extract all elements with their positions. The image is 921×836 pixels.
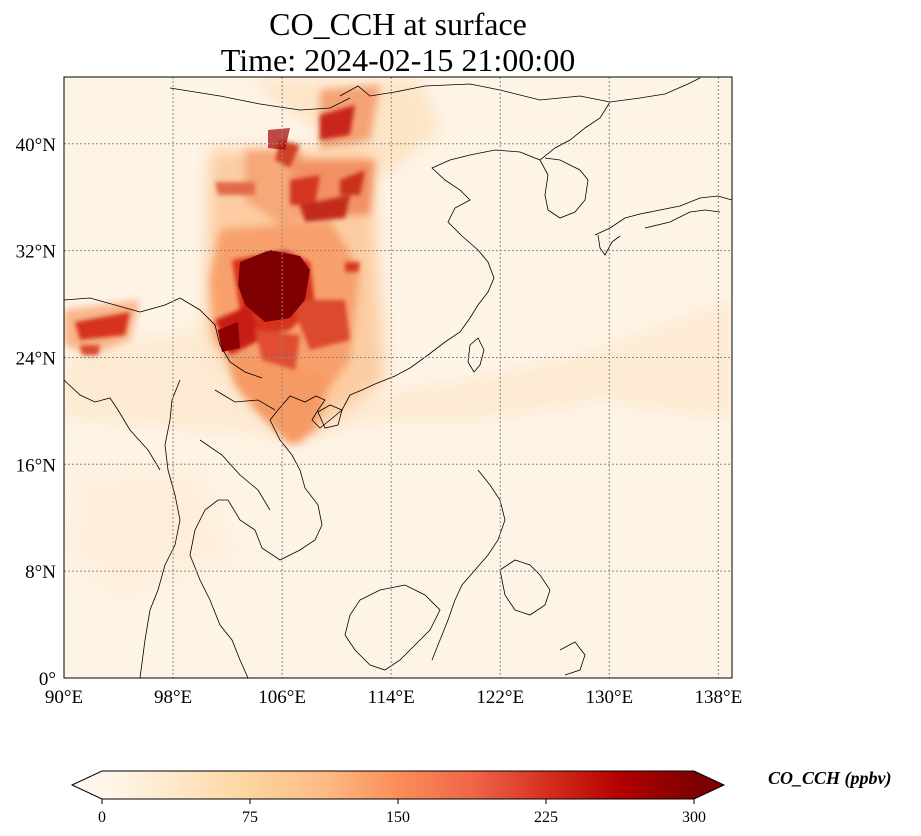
coastlines <box>64 77 732 678</box>
colorbar: 0 75 150 225 300 <box>70 770 726 826</box>
colorbar-tick-label: 0 <box>98 809 106 826</box>
map-frame <box>63 76 733 679</box>
lat-tick-label: 8°N <box>25 562 56 583</box>
colorbar-label: CO_CCH (ppbv) <box>768 768 892 788</box>
lat-tick-label: 16°N <box>16 455 57 476</box>
lon-tick-label: 90°E <box>45 687 83 708</box>
lat-tick-label: 40°N <box>16 135 57 156</box>
lon-tick-labels: 90°E 98°E 106°E 114°E 122°E 130°E 138°E <box>45 687 742 708</box>
colorbar-tick-label: 300 <box>682 809 706 826</box>
lon-tick-label: 98°E <box>154 687 192 708</box>
colorbar-gradient <box>102 771 694 799</box>
lon-tick-label: 114°E <box>368 687 415 708</box>
concentration-field <box>64 80 732 600</box>
lon-tick-label: 106°E <box>258 687 306 708</box>
colorbar-tick-label: 150 <box>386 809 410 826</box>
lon-tick-label: 122°E <box>476 687 524 708</box>
colorbar-extend-max <box>694 771 724 799</box>
plume-peak <box>218 128 310 352</box>
colorbar-tick-label: 75 <box>242 809 258 826</box>
map-title: CO_CCH at surface <box>269 6 527 42</box>
lat-tick-label: 24°N <box>16 348 57 369</box>
gridlines <box>64 77 732 678</box>
lat-tick-label: 0° <box>39 669 56 690</box>
lat-tick-label: 32°N <box>16 242 57 263</box>
lat-tick-labels: 0° 8°N 16°N 24°N 32°N 40°N <box>16 135 57 690</box>
plot-area: 90°E 98°E 106°E 114°E 122°E 130°E 138°E 0° 8°N 1… <box>16 76 742 708</box>
lon-tick-label: 130°E <box>585 687 633 708</box>
colorbar-ticks: 0 75 150 225 300 <box>98 799 706 826</box>
colorbar-tick-label: 225 <box>534 809 558 826</box>
map-time: Time: 2024-02-15 21:00:00 <box>220 42 576 78</box>
colorbar-extend-min <box>72 771 102 799</box>
lon-tick-label: 138°E <box>695 687 743 708</box>
